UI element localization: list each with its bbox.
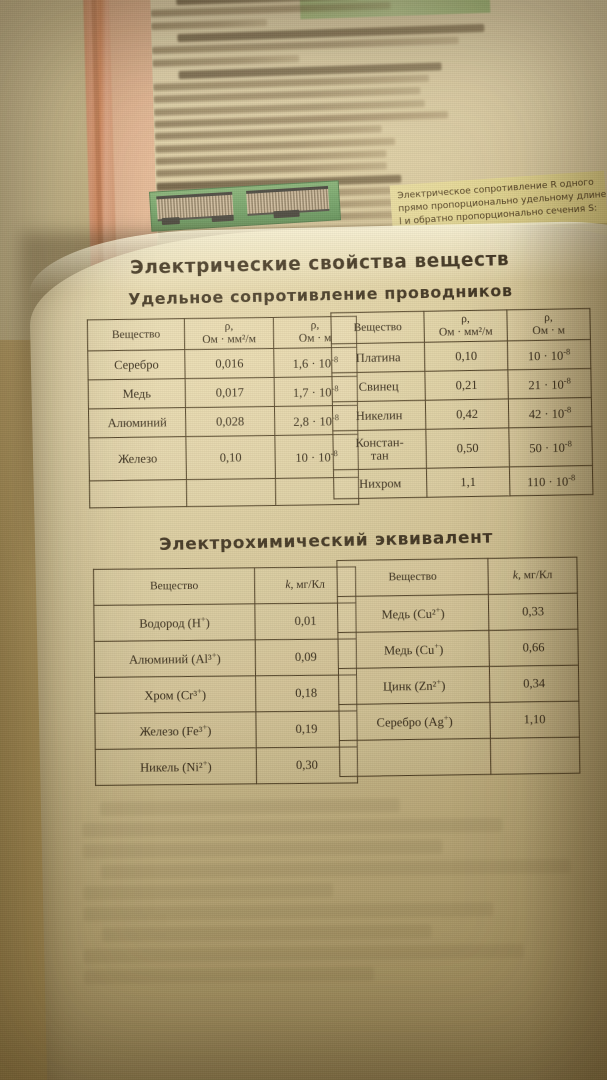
cell-substance: Свинец <box>331 371 426 403</box>
col-rho-ommm2m: ρ, Ом · мм²/м <box>184 317 274 351</box>
table: Вещество k, мг/Кл Водород (H+) 0,01 Алюмин… <box>93 566 359 786</box>
col-rho-omm: ρ, Ом · м <box>506 308 591 342</box>
unit: Ом · м <box>532 324 566 338</box>
rho-symbol: ρ, <box>544 311 553 324</box>
col-substance: Вещество <box>87 318 185 352</box>
col-substance: Вещество <box>336 558 489 597</box>
cell-substance: Алюминий <box>88 408 186 439</box>
table-header-row: Вещество k, мг/Кл <box>93 566 356 606</box>
resistivity-table-right: Вещество ρ, Ом · мм²/м ρ, Ом · м Платина… <box>330 308 594 500</box>
background-text-line <box>152 54 300 67</box>
col-substance: Вещество <box>93 567 255 606</box>
cell-substance: Хром (Cr³+) <box>94 675 256 714</box>
background-text-line <box>154 125 382 141</box>
cell-substance: Медь (Cu+) <box>337 630 490 669</box>
cell-rho-ommm2m: 0,017 <box>185 377 275 409</box>
table-row: Медь 0,017 1,7 · 10-8 <box>88 376 358 410</box>
cell-substance: Железо (Fe³+) <box>94 711 257 750</box>
table-row: Никелин 0,42 42 · 10-8 <box>332 397 592 432</box>
cell-substance: Железо <box>88 437 187 482</box>
cell-rho-ommm2m: 1,1 <box>426 467 510 498</box>
cell-substance <box>339 738 491 777</box>
cell-k: 0,66 <box>488 629 579 667</box>
unit: Ом · мм²/м <box>438 325 493 339</box>
cell-rho-ommm2m: 0,016 <box>184 348 275 380</box>
rho-symbol: ρ, <box>310 319 320 332</box>
table-row: Медь (Cu²+) 0,33 <box>337 593 578 633</box>
rho-symbol: ρ, <box>461 313 470 326</box>
table-row: Серебро (Ag+) 1,10 <box>338 701 580 741</box>
table-row <box>89 477 359 509</box>
reference-tables-page: Электрические свойства веществ Удельное … <box>27 219 607 1080</box>
cell-substance: Цинк (Zn²+) <box>338 666 490 705</box>
cell-rho-ommm2m <box>186 478 276 508</box>
cell-k: 0,34 <box>489 665 579 703</box>
table-row: Констан-тан 0,50 50 · 10-8 <box>332 426 593 471</box>
cell-rho-ommm2m: 0,028 <box>185 406 275 438</box>
col-rho-ommm2m: ρ, Ом · мм²/м <box>423 309 508 343</box>
table-row: Цинк (Zn²+) 0,34 <box>338 665 579 705</box>
cell-substance: Серебро (Ag+) <box>338 702 491 741</box>
cell-rho-omm: 21 · 10-8 <box>507 368 592 400</box>
table1-title: Удельное сопротивление проводников <box>128 281 513 309</box>
table-row: Никель (Ni²+) 0,30 <box>95 746 358 786</box>
cell-substance: Платина <box>331 342 425 374</box>
table-row: Железо 0,10 10 · 10-8 <box>88 434 359 482</box>
unit: Ом · мм²/м <box>202 333 256 347</box>
cell-rho-omm: 42 · 10-8 <box>508 397 592 429</box>
unit: Ом · м <box>298 332 332 345</box>
table-row: Алюминий (Al³+) 0,09 <box>94 638 357 678</box>
cell-rho-omm: 110 · 10-8 <box>509 465 593 497</box>
table-row: Свинец 0,21 21 · 10-8 <box>331 368 592 403</box>
table-row: Платина 0,10 10 · 10-8 <box>331 339 591 374</box>
cell-k: 0,33 <box>488 593 578 631</box>
cell-substance: Водород (H+) <box>93 603 256 642</box>
cell-k: 1,10 <box>489 701 580 739</box>
table-header-row: Вещество k, мг/Кл <box>336 557 578 597</box>
table-row: Нихром 1,1 110 · 10-8 <box>333 465 593 500</box>
table-row: Водород (H+) 0,01 <box>93 602 357 642</box>
background-text-line <box>155 162 387 178</box>
cell-substance: Медь (Cu²+) <box>337 594 489 633</box>
cell-substance: Серебро <box>87 350 186 381</box>
table-header-row: Вещество ρ, Ом · мм²/м ρ, Ом · м <box>87 316 357 352</box>
table: Вещество ρ, Ом · мм²/м ρ, Ом · м Платина… <box>330 308 594 500</box>
electrochemical-table-left: Вещество k, мг/Кл Водород (H+) 0,01 Алюмин… <box>93 566 359 786</box>
table: Вещество ρ, Ом · мм²/м ρ, Ом · м Серебро… <box>86 315 360 509</box>
electrochemical-table-right: Вещество k, мг/Кл Медь (Cu²+) 0,33 Медь (C… <box>336 556 581 778</box>
k-unit: , мг/Кл <box>290 578 325 591</box>
table: Вещество k, мг/Кл Медь (Cu²+) 0,33 Медь (C… <box>336 556 581 778</box>
table2-title: Электрохимический эквивалент <box>158 527 494 556</box>
table-row: Медь (Cu+) 0,66 <box>337 629 579 669</box>
cell-substance: Нихром <box>333 468 427 500</box>
table-row: Алюминий 0,028 2,8 · 10-8 <box>88 405 358 439</box>
cell-rho-omm: 10 · 10-8 <box>507 339 591 371</box>
cell-substance <box>89 480 187 509</box>
cell-rho-ommm2m: 0,10 <box>424 341 508 372</box>
cell-substance: Констан-тан <box>332 429 427 471</box>
cell-rho-ommm2m: 0,21 <box>424 370 509 401</box>
table-row: Хром (Cr³+) 0,18 <box>94 674 357 714</box>
table-row <box>339 737 580 777</box>
cell-rho-ommm2m: 0,50 <box>425 428 510 469</box>
cell-substance: Никелин <box>332 400 426 432</box>
cell-rho-ommm2m: 0,42 <box>425 399 509 430</box>
background-text-line <box>150 18 268 30</box>
cell-substance: Никель (Ni²+) <box>95 747 257 786</box>
resistivity-table-left: Вещество ρ, Ом · мм²/м ρ, Ом · м Серебро… <box>86 315 360 509</box>
cell-rho-ommm2m: 0,10 <box>185 435 276 481</box>
cell-substance: Алюминий (Al³+) <box>94 639 256 678</box>
table-row: Серебро 0,016 1,6 · 10-8 <box>87 347 358 381</box>
cell-k <box>490 737 580 775</box>
page-title: Электрические свойства веществ <box>129 249 510 279</box>
col-k: k, мг/Кл <box>487 557 578 595</box>
cell-substance: Медь <box>88 379 186 410</box>
cell-rho-omm: 50 · 10-8 <box>508 426 593 468</box>
table-header-row: Вещество ρ, Ом · мм²/м ρ, Ом · м <box>330 308 591 345</box>
k-unit: , мг/Кл <box>517 568 553 582</box>
rho-symbol: ρ, <box>224 320 234 333</box>
table-row: Железо (Fe³+) 0,19 <box>94 710 358 750</box>
col-substance: Вещество <box>330 311 425 345</box>
